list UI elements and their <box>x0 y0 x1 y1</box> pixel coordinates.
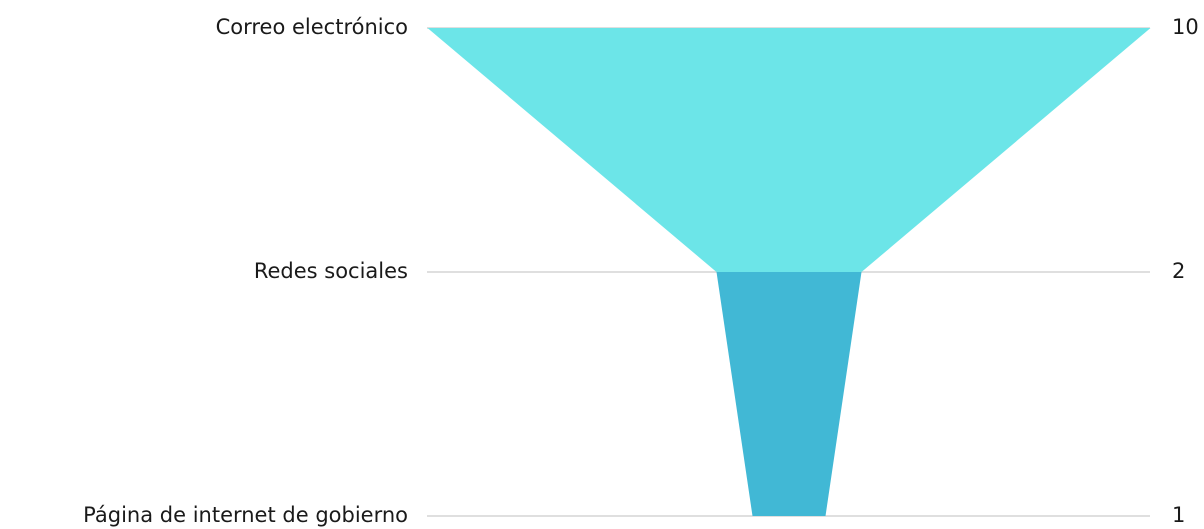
stage-labels: Correo electrónico Redes sociales Página d… <box>83 15 408 527</box>
value-labels: 10 2 1 <box>1172 15 1199 527</box>
value-label-1: 2 <box>1172 259 1185 283</box>
stage-label-1: Redes sociales <box>254 259 408 283</box>
stage-label-2: Página de internet de gobierno <box>83 503 408 527</box>
value-label-0: 10 <box>1172 15 1199 39</box>
stage-label-0: Correo electrónico <box>216 15 408 39</box>
funnel-segment-0 <box>427 28 1151 272</box>
funnel-segment-1 <box>716 272 862 516</box>
value-label-2: 1 <box>1172 503 1185 527</box>
funnel-segments <box>427 28 1151 516</box>
